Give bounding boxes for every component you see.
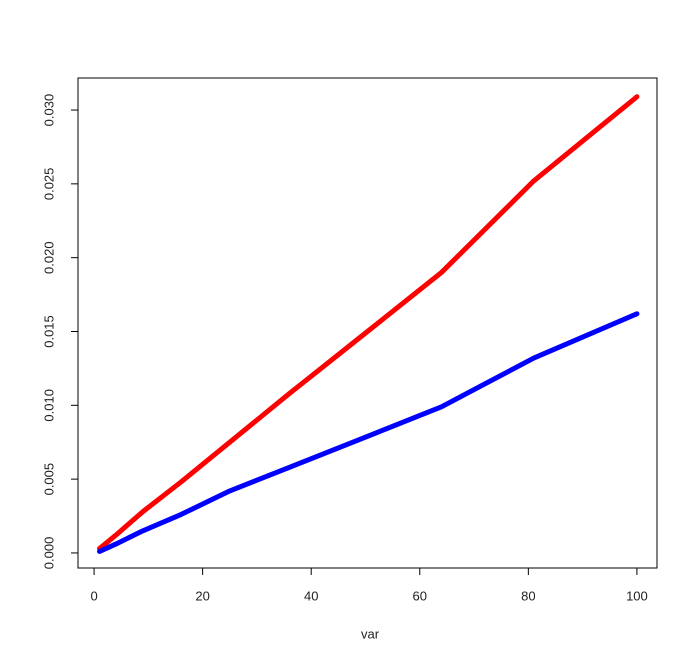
x-tick-label: 60 — [413, 588, 427, 603]
x-tick-label: 40 — [304, 588, 318, 603]
series-line — [96, 311, 640, 554]
y-tick-label: 0.030 — [41, 94, 56, 127]
x-tick-label: 0 — [90, 588, 97, 603]
x-tick-label: 20 — [195, 588, 209, 603]
y-tick-label: 0.010 — [41, 389, 56, 422]
plot-box — [77, 77, 658, 569]
x-tick-label: 80 — [521, 588, 535, 603]
y-tick-label: 0.000 — [41, 537, 56, 570]
y-tick-label: 0.020 — [41, 241, 56, 274]
x-tick-label: 100 — [626, 588, 648, 603]
y-tick-label: 0.015 — [41, 315, 56, 348]
series-line — [96, 94, 640, 552]
y-tick-label: 0.005 — [41, 463, 56, 496]
x-axis-label: var — [361, 626, 380, 641]
y-tick-label: 0.025 — [41, 168, 56, 201]
